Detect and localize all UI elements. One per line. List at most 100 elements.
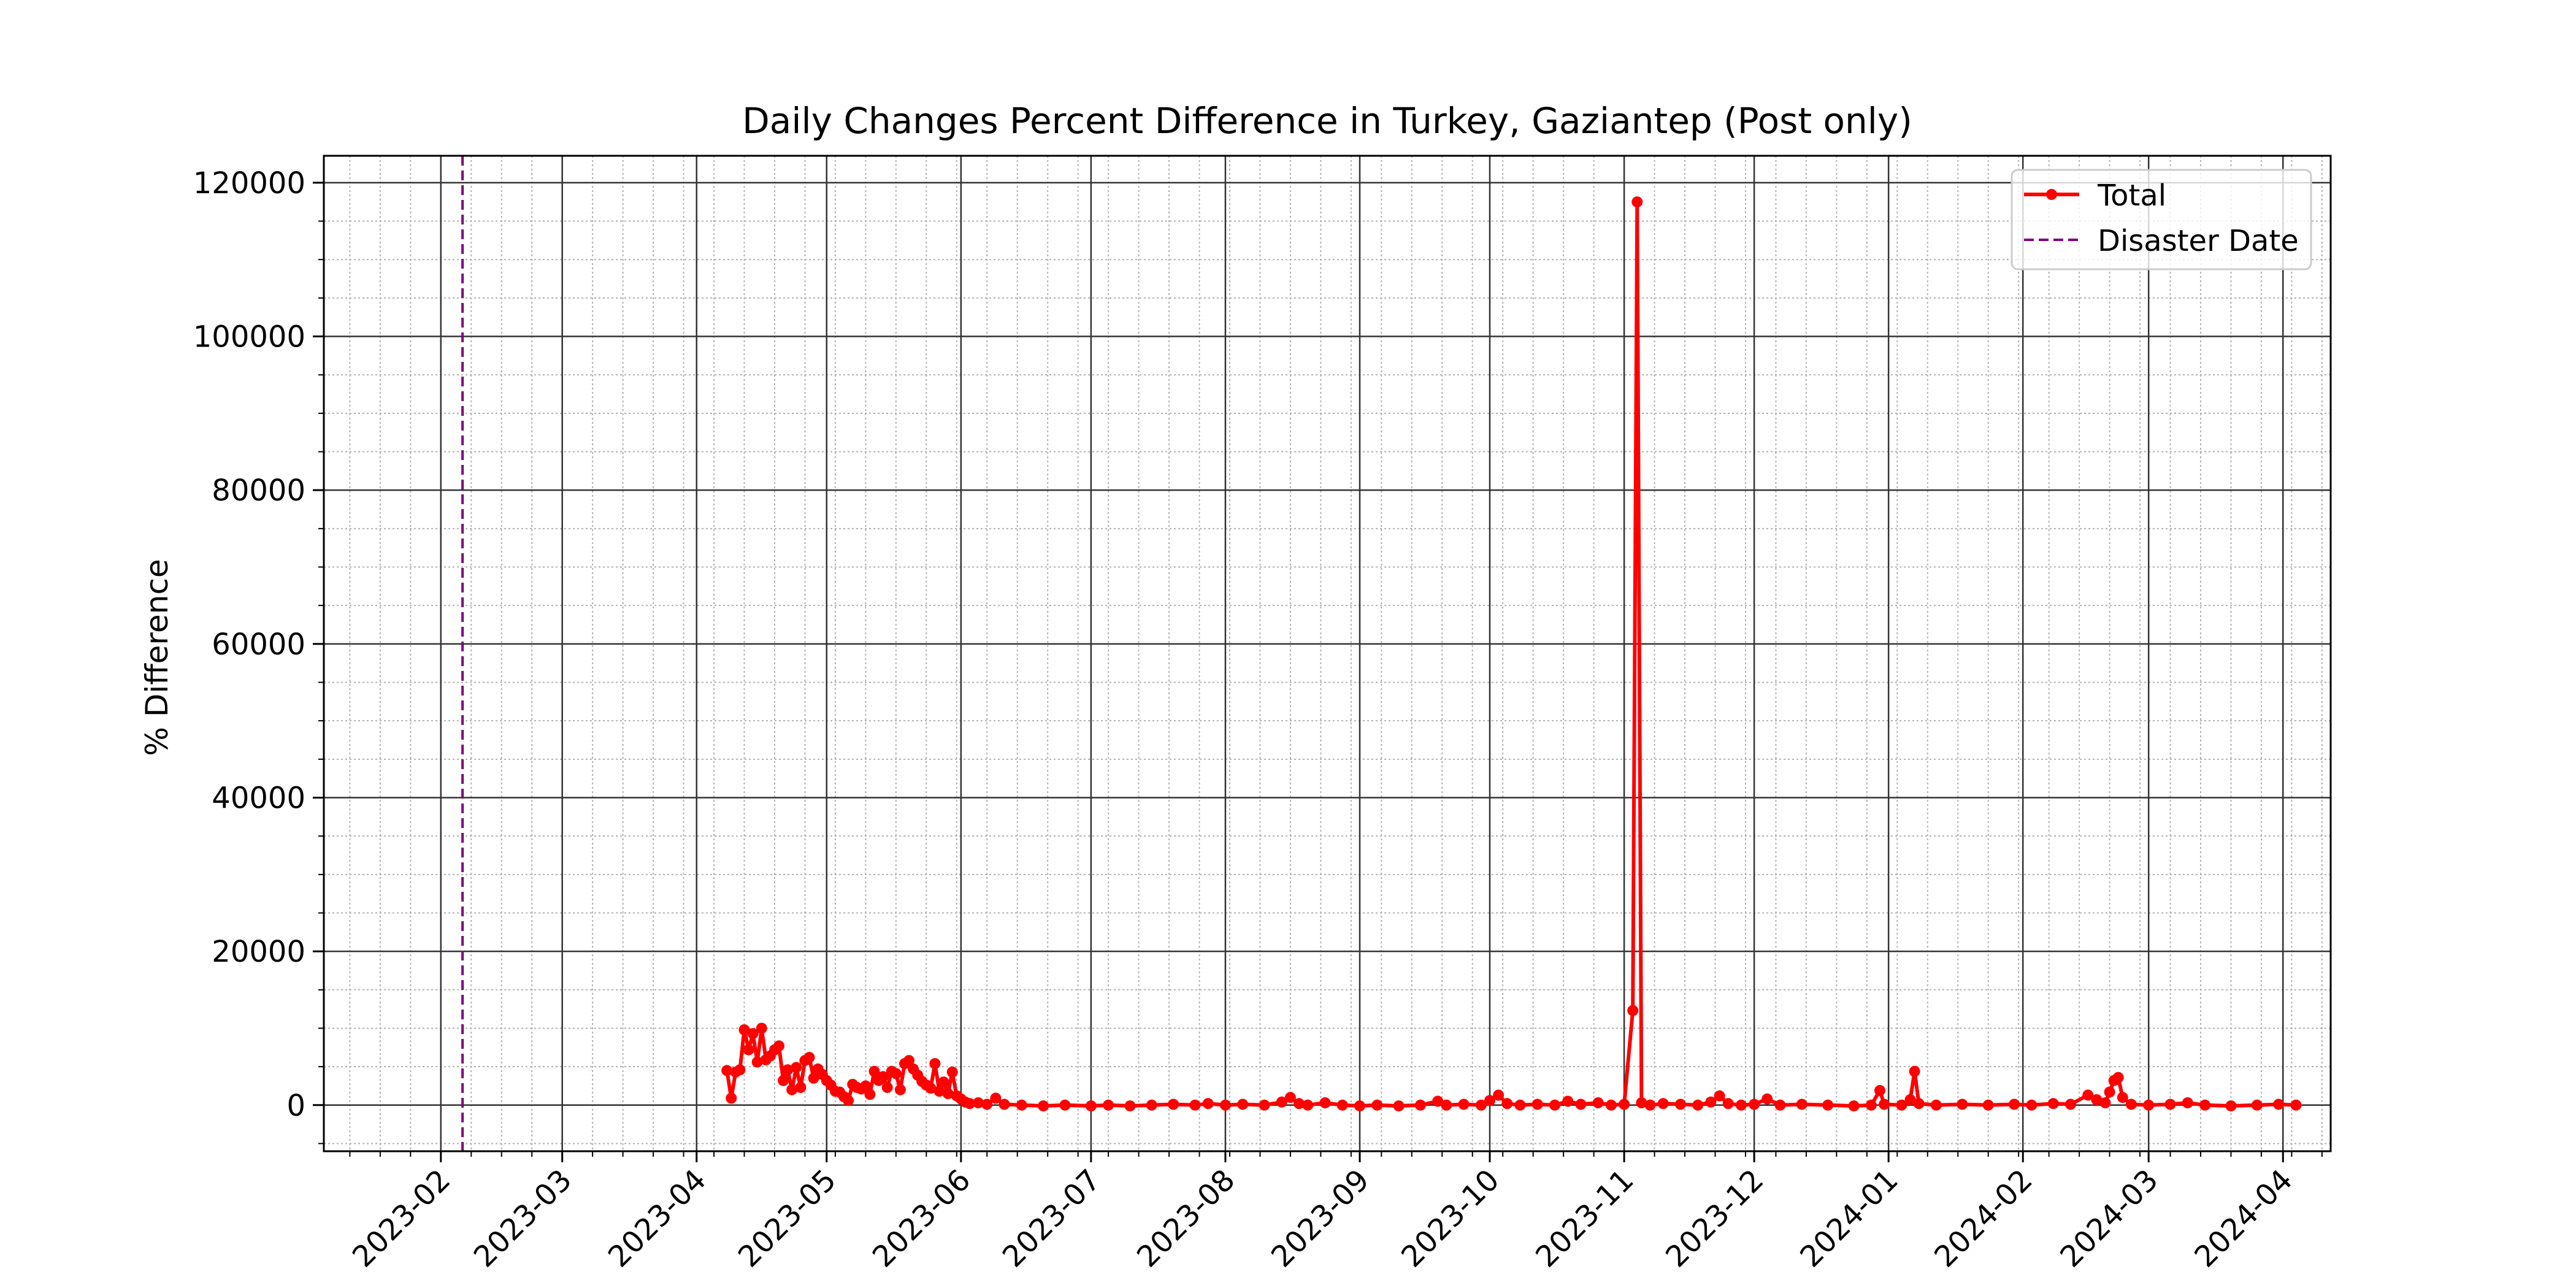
data-point [2082, 1089, 2094, 1101]
data-point [1354, 1100, 1365, 1112]
data-point [2112, 1071, 2124, 1083]
data-point [2273, 1098, 2285, 1110]
data-point [1761, 1093, 1773, 1105]
data-point [1822, 1099, 1834, 1111]
y-tick-labels: 0 20000 40000 60000 80000 100000 120000 [193, 166, 305, 1123]
data-point [999, 1098, 1010, 1110]
data-point [1302, 1099, 1314, 1111]
data-point [1531, 1098, 1543, 1110]
data-point [803, 1052, 815, 1064]
data-point [721, 1065, 733, 1076]
data-point [2117, 1092, 2128, 1103]
data-point [1549, 1099, 1560, 1111]
data-point [1913, 1098, 1925, 1110]
data-point [990, 1092, 1002, 1104]
data-point [903, 1055, 914, 1067]
data-point [881, 1082, 893, 1093]
legend-disaster-label: Disaster Date [2098, 224, 2299, 258]
data-point [1219, 1099, 1231, 1111]
data-point [1168, 1098, 1179, 1110]
y-axis-label: % Difference [139, 559, 175, 756]
data-point [1237, 1098, 1249, 1110]
data-point [1259, 1099, 1270, 1111]
data-point [1493, 1089, 1505, 1101]
data-point [1276, 1096, 1287, 1108]
data-point [1982, 1099, 1994, 1111]
data-point [1796, 1098, 1807, 1110]
y-tick-label: 120000 [193, 166, 305, 201]
data-point [2009, 1098, 2020, 1110]
data-point [1501, 1098, 1513, 1110]
data-point [1657, 1098, 1669, 1110]
data-point [2225, 1100, 2237, 1112]
data-point [1675, 1098, 1686, 1110]
data-point [2065, 1098, 2076, 1110]
data-point [1085, 1100, 1097, 1112]
data-point [1879, 1098, 1890, 1110]
data-point [747, 1028, 759, 1040]
data-point [1038, 1100, 1049, 1112]
data-point [1059, 1099, 1071, 1111]
data-point [738, 1024, 750, 1035]
data-point [2164, 1098, 2176, 1110]
data-point [843, 1095, 854, 1106]
data-point [1336, 1099, 1348, 1111]
data-point [808, 1072, 819, 1084]
legend-box [2011, 169, 2312, 270]
data-point [1909, 1065, 1920, 1077]
data-point [2290, 1099, 2302, 1111]
data-point [1874, 1085, 1885, 1096]
data-point [1284, 1092, 1296, 1103]
data-point [726, 1092, 737, 1104]
data-point [782, 1064, 794, 1076]
data-point [1146, 1099, 1157, 1111]
data-point [942, 1088, 954, 1099]
data-point [981, 1098, 993, 1110]
data-point [743, 1044, 754, 1056]
data-point [2251, 1099, 2263, 1111]
data-point [890, 1068, 902, 1079]
data-point [1605, 1099, 1617, 1111]
y-tick-label: 20000 [212, 935, 305, 969]
data-point [2104, 1086, 2115, 1098]
y-tick-label: 0 [286, 1089, 305, 1123]
data-point [786, 1084, 798, 1095]
data-point [929, 1058, 941, 1070]
data-point [1705, 1096, 1717, 1108]
data-point [1562, 1095, 1574, 1107]
data-point [933, 1086, 945, 1097]
y-tick-label: 100000 [193, 320, 305, 355]
data-point [1575, 1098, 1587, 1110]
data-point [1475, 1099, 1487, 1111]
data-point [1722, 1098, 1734, 1110]
data-point [1714, 1090, 1725, 1102]
data-point [791, 1062, 802, 1073]
legend: Total Disaster Date [2011, 169, 2312, 270]
data-point [1016, 1099, 1027, 1111]
data-point [1735, 1099, 1747, 1111]
data-point [1371, 1099, 1383, 1111]
data-point [1749, 1098, 1760, 1110]
data-point [1904, 1094, 1916, 1105]
data-point [1592, 1097, 1604, 1108]
data-point [1957, 1098, 1968, 1110]
data-point [925, 1083, 937, 1094]
data-point [1319, 1097, 1331, 1108]
data-point [1432, 1095, 1444, 1107]
data-point [938, 1076, 949, 1088]
data-point [1636, 1097, 1647, 1108]
data-point [860, 1080, 872, 1092]
data-point [1294, 1098, 1305, 1110]
data-point [756, 1022, 767, 1034]
data-point [1458, 1098, 1470, 1110]
data-point [2199, 1099, 2211, 1111]
data-point [1103, 1099, 1114, 1111]
axis-ticks [313, 182, 2323, 1162]
data-point [1124, 1100, 1136, 1112]
data-point [973, 1097, 984, 1108]
data-point [1627, 1005, 1639, 1016]
data-point [877, 1071, 889, 1083]
data-point [1644, 1099, 1656, 1111]
data-point [1848, 1100, 1860, 1112]
